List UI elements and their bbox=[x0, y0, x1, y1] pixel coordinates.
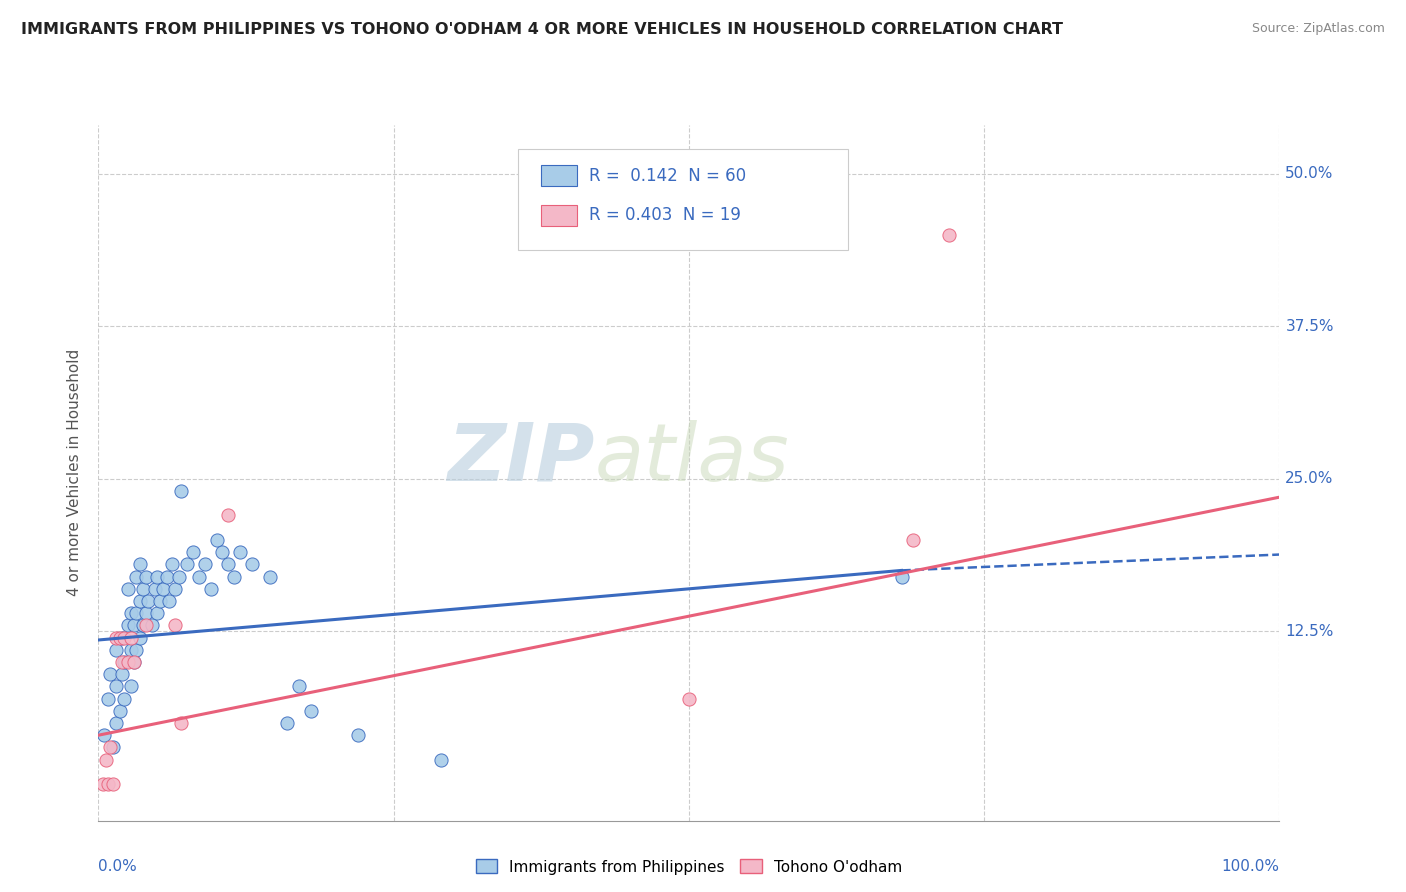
Text: R = 0.403  N = 19: R = 0.403 N = 19 bbox=[589, 206, 741, 224]
Point bbox=[211, 545, 233, 559]
Point bbox=[91, 777, 114, 791]
Point bbox=[194, 558, 217, 572]
Point bbox=[135, 618, 157, 632]
Point bbox=[117, 655, 139, 669]
Point bbox=[146, 569, 169, 583]
Point bbox=[105, 679, 128, 693]
Point bbox=[217, 558, 239, 572]
Point bbox=[105, 642, 128, 657]
Point bbox=[122, 655, 145, 669]
Point bbox=[105, 631, 128, 645]
Point bbox=[101, 777, 124, 791]
Point bbox=[678, 691, 700, 706]
Point bbox=[111, 631, 134, 645]
Text: Source: ZipAtlas.com: Source: ZipAtlas.com bbox=[1251, 22, 1385, 36]
Point bbox=[165, 582, 187, 596]
Point bbox=[128, 594, 150, 608]
Point bbox=[259, 569, 281, 583]
Point bbox=[156, 569, 179, 583]
Point bbox=[97, 691, 120, 706]
Point bbox=[200, 582, 222, 596]
Point bbox=[141, 618, 163, 632]
FancyBboxPatch shape bbox=[517, 149, 848, 250]
Point bbox=[132, 582, 155, 596]
Point bbox=[160, 558, 183, 572]
Point bbox=[299, 704, 322, 718]
Point bbox=[938, 227, 960, 242]
Point bbox=[101, 740, 124, 755]
Text: 37.5%: 37.5% bbox=[1285, 318, 1334, 334]
Text: R =  0.142  N = 60: R = 0.142 N = 60 bbox=[589, 167, 745, 185]
Point bbox=[136, 594, 159, 608]
Point bbox=[112, 655, 135, 669]
Text: 0.0%: 0.0% bbox=[98, 859, 138, 874]
Point bbox=[890, 569, 912, 583]
Point bbox=[122, 618, 145, 632]
Point bbox=[143, 582, 166, 596]
Point bbox=[240, 558, 263, 572]
Point bbox=[229, 545, 252, 559]
Point bbox=[430, 753, 453, 767]
Y-axis label: 4 or more Vehicles in Household: 4 or more Vehicles in Household bbox=[67, 349, 83, 597]
Text: ZIP: ZIP bbox=[447, 420, 595, 498]
Point bbox=[170, 484, 193, 499]
Point bbox=[122, 655, 145, 669]
Point bbox=[135, 569, 157, 583]
Text: atlas: atlas bbox=[595, 420, 789, 498]
Point bbox=[97, 777, 120, 791]
Point bbox=[98, 740, 121, 755]
Point bbox=[903, 533, 925, 547]
Point bbox=[205, 533, 228, 547]
Text: 12.5%: 12.5% bbox=[1285, 624, 1334, 639]
Point bbox=[157, 594, 180, 608]
Point bbox=[94, 753, 117, 767]
Point bbox=[187, 569, 209, 583]
Legend: Immigrants from Philippines, Tohono O'odham: Immigrants from Philippines, Tohono O'od… bbox=[471, 855, 907, 880]
Point bbox=[117, 582, 139, 596]
Point bbox=[125, 642, 148, 657]
Point bbox=[93, 728, 115, 742]
Point bbox=[152, 582, 174, 596]
Point bbox=[170, 716, 193, 731]
Point bbox=[217, 508, 239, 523]
FancyBboxPatch shape bbox=[541, 205, 576, 226]
Point bbox=[112, 631, 135, 645]
Point bbox=[121, 642, 143, 657]
Text: 50.0%: 50.0% bbox=[1285, 166, 1334, 181]
Point bbox=[288, 679, 311, 693]
Point bbox=[112, 691, 135, 706]
Point bbox=[111, 655, 134, 669]
Point bbox=[98, 667, 121, 681]
Point bbox=[108, 631, 131, 645]
Point bbox=[276, 716, 298, 731]
Point bbox=[347, 728, 370, 742]
Point bbox=[146, 606, 169, 620]
Point bbox=[125, 569, 148, 583]
Point bbox=[176, 558, 198, 572]
Point bbox=[108, 704, 131, 718]
Point bbox=[125, 606, 148, 620]
Text: IMMIGRANTS FROM PHILIPPINES VS TOHONO O'ODHAM 4 OR MORE VEHICLES IN HOUSEHOLD CO: IMMIGRANTS FROM PHILIPPINES VS TOHONO O'… bbox=[21, 22, 1063, 37]
Point bbox=[165, 618, 187, 632]
Point bbox=[167, 569, 190, 583]
Point bbox=[111, 667, 134, 681]
Point bbox=[117, 618, 139, 632]
FancyBboxPatch shape bbox=[541, 165, 576, 186]
Point bbox=[121, 606, 143, 620]
Point bbox=[128, 631, 150, 645]
Point bbox=[105, 716, 128, 731]
Point bbox=[128, 558, 150, 572]
Point bbox=[121, 679, 143, 693]
Text: 100.0%: 100.0% bbox=[1222, 859, 1279, 874]
Point bbox=[224, 569, 246, 583]
Point bbox=[149, 594, 172, 608]
Point bbox=[121, 631, 143, 645]
Text: 25.0%: 25.0% bbox=[1285, 471, 1334, 486]
Point bbox=[181, 545, 204, 559]
Point bbox=[132, 618, 155, 632]
Point bbox=[135, 606, 157, 620]
